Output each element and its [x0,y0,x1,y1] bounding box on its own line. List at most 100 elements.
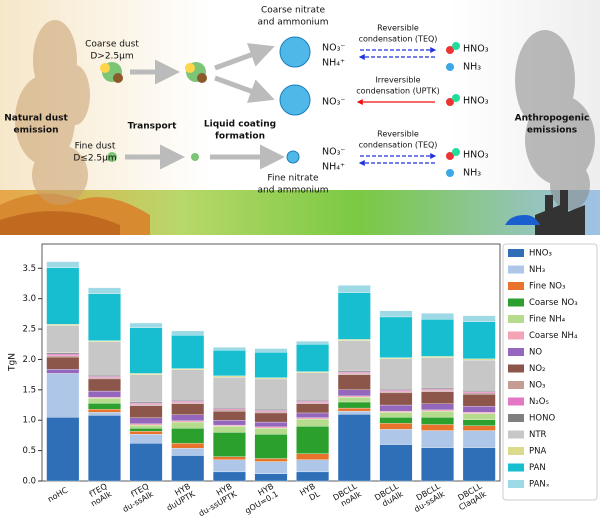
bar-segment [379,404,413,412]
bar-segment [379,417,413,424]
diagram-label: Anthropogenic [515,114,590,124]
bar-segment [212,376,246,408]
bar-segment [212,456,246,460]
bar-segment [421,403,454,411]
bar-segment [129,373,163,375]
bar-segment [337,407,371,412]
bar-segment [379,310,413,318]
bar-segment [462,321,496,360]
diagram-label: Coarse dust [85,40,139,50]
bar-segment [462,393,496,407]
bar-segment [421,313,454,320]
bar-segment [379,423,413,430]
bar-segment [171,403,205,415]
bar-segment [379,389,413,391]
bar-segment [421,410,454,418]
bar-segment [171,401,205,403]
bar-segment [462,358,496,361]
dune [0,211,120,235]
bar-segment [379,316,413,358]
bar-segment [421,319,454,357]
bar-segment [337,285,371,293]
particles [100,36,460,177]
bar-segment [212,408,246,411]
bar-segment [212,459,246,473]
bar-segment [88,396,121,399]
y-tick-label: 0.0 [22,477,36,487]
bar-segment [171,427,205,444]
diagram-label: HNO₃ [463,96,489,107]
bar-segment [254,461,288,474]
bar-segment [171,443,205,449]
bar-segment [462,412,496,414]
bar-segment [254,409,288,411]
bar-segment [254,458,288,462]
legend-label: NH₃ [529,265,545,275]
bar-segment [129,434,163,444]
bar-segment [296,426,330,454]
y-tick-label: 0.5 [22,446,36,456]
legend-label: Coarse NO₃ [529,298,578,308]
bar-segment [421,391,454,404]
bar-segment [212,426,246,433]
bar-segment [296,400,330,402]
dust-cloud [15,20,90,205]
legend-swatch [508,331,524,340]
bar-segment [421,357,454,389]
bar-segment [129,404,163,406]
bar-segment [171,369,205,401]
bar-segment [171,330,205,336]
legend-label: NO₃ [529,381,545,391]
bar-segment [254,434,288,459]
legend-swatch [508,480,524,488]
legend-swatch [508,463,524,472]
y-axis-label: TgN [8,353,18,372]
legend-box [502,243,598,501]
bar-segment [337,401,371,409]
diagram-label: Liquid coating [204,120,276,130]
y-tick-label: 3.0 [22,294,36,304]
legend-label: NTR [529,430,547,440]
diagram-label: Transport [128,122,177,132]
legend-swatch [508,447,524,455]
legend-label: Fine NH₄ [529,315,566,325]
bar-segment [88,376,121,378]
legend-label: PNA [529,447,546,457]
bar-segment [212,420,246,426]
bar-segment [46,356,80,370]
y-tick-label: 2.0 [22,355,36,365]
diagram-label: D≤2.5μm [73,154,116,164]
bar-segment [129,327,163,374]
bar-segment [46,267,80,325]
bar-segment [88,375,121,377]
bar-segment [171,402,205,404]
bar-segment [337,389,371,397]
bar-segment [88,403,121,410]
bar-segment [462,413,496,420]
bar-segment [46,324,80,326]
bar-segment [462,359,496,391]
x-tick-label: HYBgOU=0.1 [239,481,280,515]
diagram-label: HNO₃ [463,150,489,161]
bar-segment [379,390,413,392]
bar-segment [462,447,496,482]
bar-segment [46,325,80,353]
bar-segment [296,403,330,414]
diagram-label: emissions [527,126,577,136]
bar-segment [296,402,330,404]
x-tick-label: HYBdu-ssUPTK [192,481,238,518]
bar-segment [462,315,496,322]
bar-segment [421,424,454,431]
bar-segment [254,427,288,435]
bar-segment [254,421,288,428]
legend-label: HONO [529,414,555,424]
bar-segment [88,390,121,398]
bar-segment [296,459,330,473]
bar-segment [254,378,288,410]
bar-segment [129,322,163,329]
bar-segment [254,410,288,412]
bar-segment [337,292,371,340]
diagram-label: and ammonium [257,18,328,28]
bar-segment [88,293,121,341]
